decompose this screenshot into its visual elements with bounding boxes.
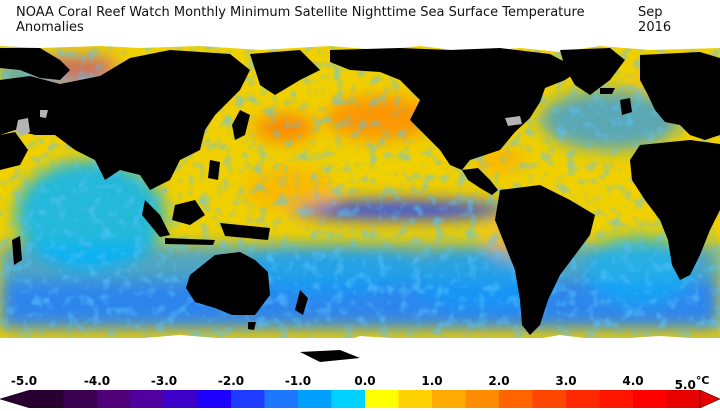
lake-great-lakes: [505, 116, 522, 126]
colorbar-tick-label: -5.0: [10, 374, 38, 388]
landmass-africa: [630, 140, 720, 280]
landmass-kamchatka: [250, 50, 320, 95]
map-title: NOAA Coral Reef Watch Monthly Minimum Sa…: [16, 5, 585, 35]
colorbar-swatch: [298, 390, 332, 408]
landmass-sumatra: [142, 200, 170, 237]
colorbar-tick-label: 2.0: [488, 374, 510, 388]
colorbar-swatch: [97, 390, 131, 408]
lake-aral: [40, 110, 48, 118]
colorbar-arrow-max: [699, 390, 720, 408]
landmass-greenland: [560, 48, 625, 95]
landmass-new-zealand: [295, 290, 308, 315]
colorbar-tick-label: 4.0: [622, 374, 644, 388]
colorbar-swatch: [499, 390, 533, 408]
landmass-antarctica: [300, 350, 360, 362]
colorbar-swatch: [130, 390, 165, 408]
landmass-arabia: [0, 132, 28, 170]
map-title-bar: NOAA Coral Reef Watch Monthly Minimum Sa…: [0, 0, 720, 40]
colorbar-swatch: [633, 390, 667, 408]
landmass-iceland: [600, 88, 615, 94]
colorbar-swatch: [432, 390, 466, 408]
colorbar-tick-label: 3.0: [555, 374, 577, 388]
colorbar-swatch: [465, 390, 500, 408]
colorbar-swatch: [30, 390, 64, 408]
colorbar-swatch: [566, 390, 600, 408]
landmass-new-guinea: [220, 223, 270, 240]
landmass-philippines: [208, 160, 220, 180]
landmass-tasmania: [248, 322, 256, 330]
landmass-eurasia-west: [0, 48, 70, 80]
colorbar-tick-label: -4.0: [83, 374, 111, 388]
colorbar-swatch: [264, 390, 299, 408]
colorbar-swatch: [599, 390, 634, 408]
colorbar-swatch: [365, 390, 399, 408]
colorbar-swatch: [164, 390, 198, 408]
colorbar-tick-label: 5.0°C: [674, 374, 710, 392]
landmass-asia: [0, 50, 250, 190]
lakes: [16, 110, 522, 136]
sst-anomaly-map: [0, 40, 720, 371]
landmasses: [0, 48, 720, 362]
colorbar-unit: °C: [695, 374, 710, 387]
colorbar-tick-label: 0.0: [354, 374, 376, 388]
landmass-madagascar: [12, 236, 22, 265]
antarctic-ice-shelf: [0, 338, 720, 371]
landmass-south-america: [495, 185, 595, 335]
landmass-borneo: [172, 200, 205, 225]
landmass-java: [165, 238, 215, 245]
landmass-uk: [620, 98, 632, 115]
landmass-australia: [186, 252, 270, 315]
landmass-central-america: [462, 168, 498, 195]
lake-caspian: [16, 118, 30, 136]
colorbar-swatch: [63, 390, 98, 408]
colorbar-swatch: [532, 390, 567, 408]
colorbar-swatch: [331, 390, 366, 408]
colorbar-swatch: [197, 390, 232, 408]
colorbar-labels: -5.0 -4.0 -3.0 -2.0 -1.0 0.0 1.0 2.0 3.0 4.0 5.0°C: [0, 374, 720, 392]
colorbar-tick-label: -1.0: [284, 374, 312, 388]
map-date: Sep 2016: [638, 5, 672, 35]
landmass-japan: [232, 110, 250, 140]
colorbar-swatch: [666, 390, 701, 408]
colorbar-tick-label: 1.0: [421, 374, 443, 388]
landmass-north-america: [330, 48, 580, 170]
arctic-ice: [0, 40, 720, 52]
colorbar-tick-label: -3.0: [150, 374, 178, 388]
colorbar-tick-label: -2.0: [217, 374, 245, 388]
colorbar: [0, 390, 720, 408]
colorbar-swatch: [231, 390, 265, 408]
landmass-europe: [640, 52, 720, 140]
colorbar-arrow-min: [0, 390, 31, 408]
colorbar-swatch: [398, 390, 433, 408]
